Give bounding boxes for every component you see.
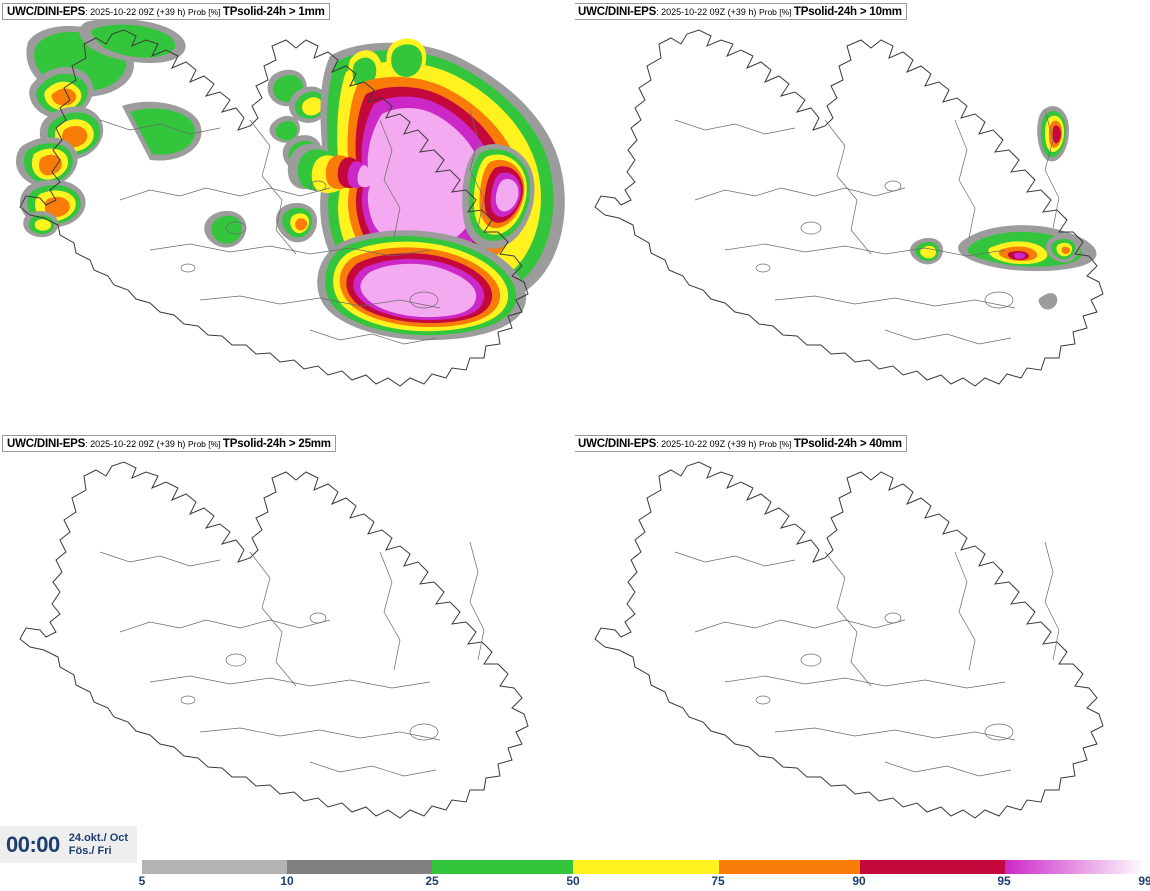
field-threshold: TPsolid-24h > 1mm [222, 6, 325, 18]
colorbar-band-5-10 [142, 860, 288, 874]
inland-boundaries [674, 109, 1060, 345]
colorbar-tick-5: 5 [138, 874, 146, 888]
prob-label: Prob [%] [187, 7, 223, 17]
colorbar-band-25-50 [432, 860, 574, 874]
prob-label: Prob [%] [187, 439, 223, 449]
colorbar-ticks: 5 10 25 50 75 90 95 99 [0, 874, 1150, 891]
colorbar-tick-75: 75 [711, 874, 725, 888]
colorbar-tick-10: 10 [280, 874, 294, 888]
colorbar-band-10-25 [287, 860, 433, 874]
colorbar[interactable] [142, 860, 1146, 874]
coastline [594, 29, 1104, 387]
map-canvas-1mm [16, 18, 565, 387]
colorbar-band-95-99 [1004, 860, 1146, 874]
precip-field-10mm [910, 106, 1097, 310]
field-threshold: TPsolid-24h > 40mm [793, 438, 902, 450]
prob-label: Prob [%] [758, 439, 794, 449]
map-panel-1mm[interactable]: UWC/DINI-EPS: 2025-10-22 09Z (+39 h) Pro… [0, 0, 575, 432]
valid-date: 24.okt./ Oct [68, 832, 129, 844]
colorbar-band-90-95 [859, 860, 1005, 874]
colorbar-band-75-90 [718, 860, 860, 874]
colorbar-tick-99: 99 [1138, 874, 1150, 888]
colorbar-tick-90: 90 [852, 874, 866, 888]
field-threshold: TPsolid-24h > 25mm [222, 438, 331, 450]
model-name: UWC/DINI-EPS [578, 438, 657, 450]
colorbar-tick-25: 25 [425, 874, 439, 888]
colorbar-tick-50: 50 [566, 874, 580, 888]
model-name: UWC/DINI-EPS [578, 6, 657, 18]
run-time: : 2025-10-22 09Z (+39 h) [85, 439, 188, 449]
map-canvas-40mm [594, 461, 1104, 819]
model-name: UWC/DINI-EPS [7, 6, 86, 18]
panel-title-40mm: UWC/DINI-EPS: 2025-10-22 09Z (+39 h) Pro… [575, 435, 907, 452]
inland-boundaries [99, 541, 485, 777]
map-canvas-25mm [19, 461, 529, 819]
panel-title-1mm: UWC/DINI-EPS: 2025-10-22 09Z (+39 h) Pro… [2, 3, 330, 20]
model-name: UWC/DINI-EPS [7, 438, 86, 450]
coastline [594, 461, 1104, 819]
run-time: : 2025-10-22 09Z (+39 h) [656, 7, 759, 17]
prob-label: Prob [%] [758, 7, 794, 17]
field-threshold: TPsolid-24h > 10mm [793, 6, 902, 18]
inland-boundaries [99, 109, 485, 345]
run-time: : 2025-10-22 09Z (+39 h) [656, 439, 759, 449]
valid-weekday: Fös./ Fri [68, 844, 112, 857]
valid-date-group: 24.okt./ Oct Fös./ Fri [69, 832, 128, 857]
coastline [19, 461, 529, 819]
panel-title-25mm: UWC/DINI-EPS: 2025-10-22 09Z (+39 h) Pro… [2, 435, 336, 452]
run-time: : 2025-10-22 09Z (+39 h) [85, 7, 188, 17]
inland-boundaries [674, 541, 1060, 777]
map-panel-40mm[interactable]: UWC/DINI-EPS: 2025-10-22 09Z (+39 h) Pro… [575, 432, 1150, 864]
map-canvas-10mm [594, 29, 1104, 387]
precip-field-1mm [16, 18, 565, 341]
valid-time-box: 00:00 24.okt./ Oct Fös./ Fri [0, 826, 137, 863]
map-panel-25mm[interactable]: UWC/DINI-EPS: 2025-10-22 09Z (+39 h) Pro… [0, 432, 575, 864]
panel-title-10mm: UWC/DINI-EPS: 2025-10-22 09Z (+39 h) Pro… [575, 3, 907, 20]
colorbar-band-50-75 [573, 860, 719, 874]
map-panel-10mm[interactable]: UWC/DINI-EPS: 2025-10-22 09Z (+39 h) Pro… [575, 0, 1150, 432]
valid-time-clock: 00:00 [6, 831, 60, 857]
colorbar-tick-95: 95 [997, 874, 1011, 888]
